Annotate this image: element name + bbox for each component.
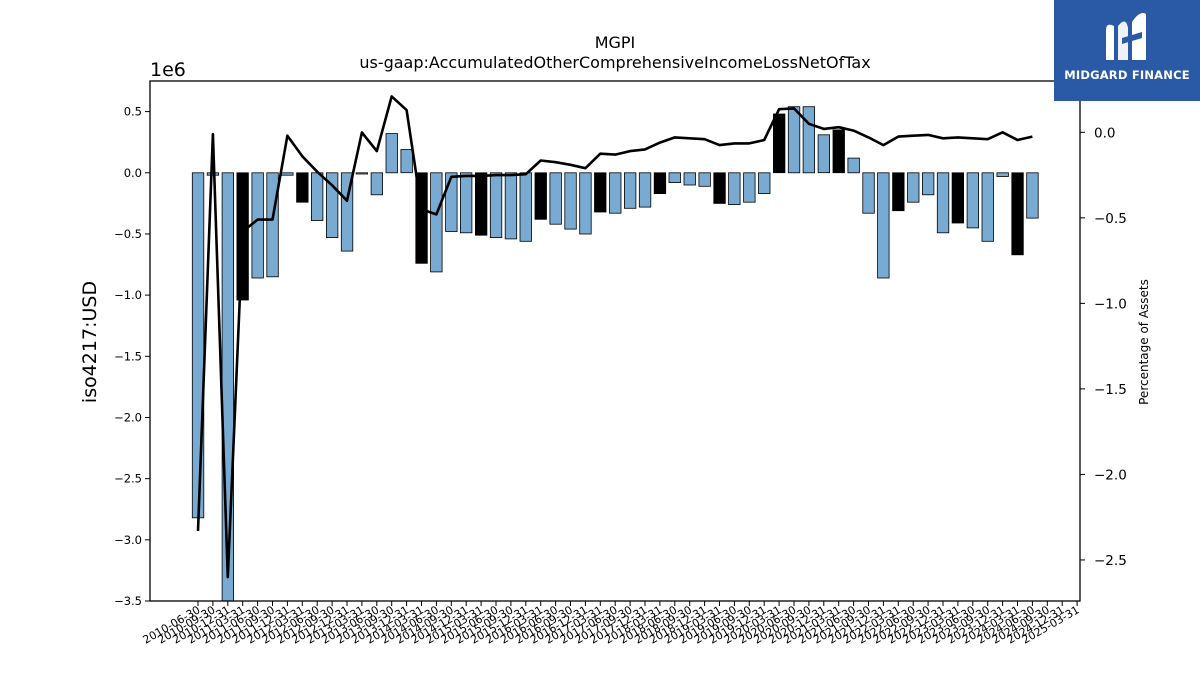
bar <box>549 172 562 225</box>
y-offset-label: 1e6 <box>150 59 186 81</box>
bar <box>668 172 681 184</box>
bar <box>817 134 830 174</box>
bar <box>191 172 205 519</box>
chart-subtitle: us-gaap:AccumulatedOtherComprehensiveInc… <box>359 53 870 72</box>
y-tick-label: 0.0 <box>124 166 142 180</box>
bar <box>832 129 845 174</box>
bar <box>907 172 920 203</box>
plot-frame <box>149 80 1081 602</box>
bar <box>370 172 384 196</box>
bar <box>802 106 815 174</box>
bar <box>773 113 786 174</box>
bar <box>1026 172 1039 219</box>
y2-tick-label: −1.5 <box>1094 382 1127 398</box>
bar <box>266 172 279 278</box>
midgard-logo-icon <box>1106 13 1146 61</box>
bar <box>504 172 518 240</box>
y-tick-label: −3.0 <box>114 533 142 547</box>
y2-tick-label: −2.5 <box>1094 553 1127 569</box>
bar <box>594 172 607 213</box>
bar <box>758 172 771 195</box>
bar <box>713 172 726 204</box>
bar <box>743 172 756 203</box>
y-tick-label: −2.0 <box>114 410 142 424</box>
bar <box>966 172 979 229</box>
bar <box>728 172 741 206</box>
bar <box>579 172 592 235</box>
bar <box>951 172 964 224</box>
bar <box>221 172 235 602</box>
bar <box>996 172 1009 177</box>
y2-tick-label: −2.0 <box>1094 467 1127 483</box>
bar <box>251 172 264 279</box>
bar <box>355 172 369 175</box>
bar <box>340 172 354 252</box>
y2-tick-label: 0.0 <box>1094 125 1115 141</box>
bar <box>698 172 711 187</box>
bar <box>624 172 637 209</box>
bar <box>877 172 890 279</box>
bar <box>564 172 577 230</box>
bar <box>1011 172 1024 256</box>
bar <box>936 172 950 234</box>
brand-logo-text: MIDGARD FINANCE <box>1064 68 1190 82</box>
bar <box>459 172 473 234</box>
bar <box>653 172 667 195</box>
brand-logo: MIDGARD FINANCE <box>1054 0 1200 101</box>
y-tick-label: 0.5 <box>124 105 142 119</box>
bar <box>296 172 309 203</box>
y-axis-label: iso4217:USD <box>79 281 101 403</box>
y2-tick-label: −0.5 <box>1094 211 1127 227</box>
bar <box>489 172 503 239</box>
bar <box>862 172 875 214</box>
bar <box>445 172 458 232</box>
bar <box>847 157 860 174</box>
bar <box>519 172 532 242</box>
bar <box>430 172 443 273</box>
y-tick-label: −0.5 <box>114 227 142 241</box>
y2-axis-label: Percentage of Assets <box>1137 279 1151 405</box>
bar <box>787 106 801 174</box>
line-series <box>196 95 1033 579</box>
bar <box>325 172 339 239</box>
y-tick-label: −1.0 <box>114 288 142 302</box>
bar <box>981 172 994 242</box>
bar <box>385 133 398 174</box>
bar <box>534 172 547 220</box>
bar <box>281 172 294 176</box>
bar <box>609 172 622 214</box>
bar <box>892 172 905 212</box>
bar <box>474 172 488 236</box>
y-tick-label: −1.5 <box>114 349 142 363</box>
bar <box>683 172 696 186</box>
chart-title: MGPI <box>595 33 636 52</box>
bar <box>415 172 428 264</box>
bar <box>310 172 324 221</box>
bar <box>638 172 652 208</box>
bar-series <box>191 106 1039 602</box>
percent-of-assets-line <box>196 95 1033 579</box>
axes: 0.5 0.0 −0.5 −1.0 −1.5 −2.0 −2.5 −3.0 −3.5 0.0 −0.… <box>114 80 1127 647</box>
y-tick-label: −3.5 <box>114 594 142 608</box>
bar <box>400 149 413 174</box>
bar <box>922 172 935 196</box>
y2-tick-label: −1.0 <box>1094 296 1127 312</box>
y-tick-label: −2.5 <box>114 472 142 486</box>
